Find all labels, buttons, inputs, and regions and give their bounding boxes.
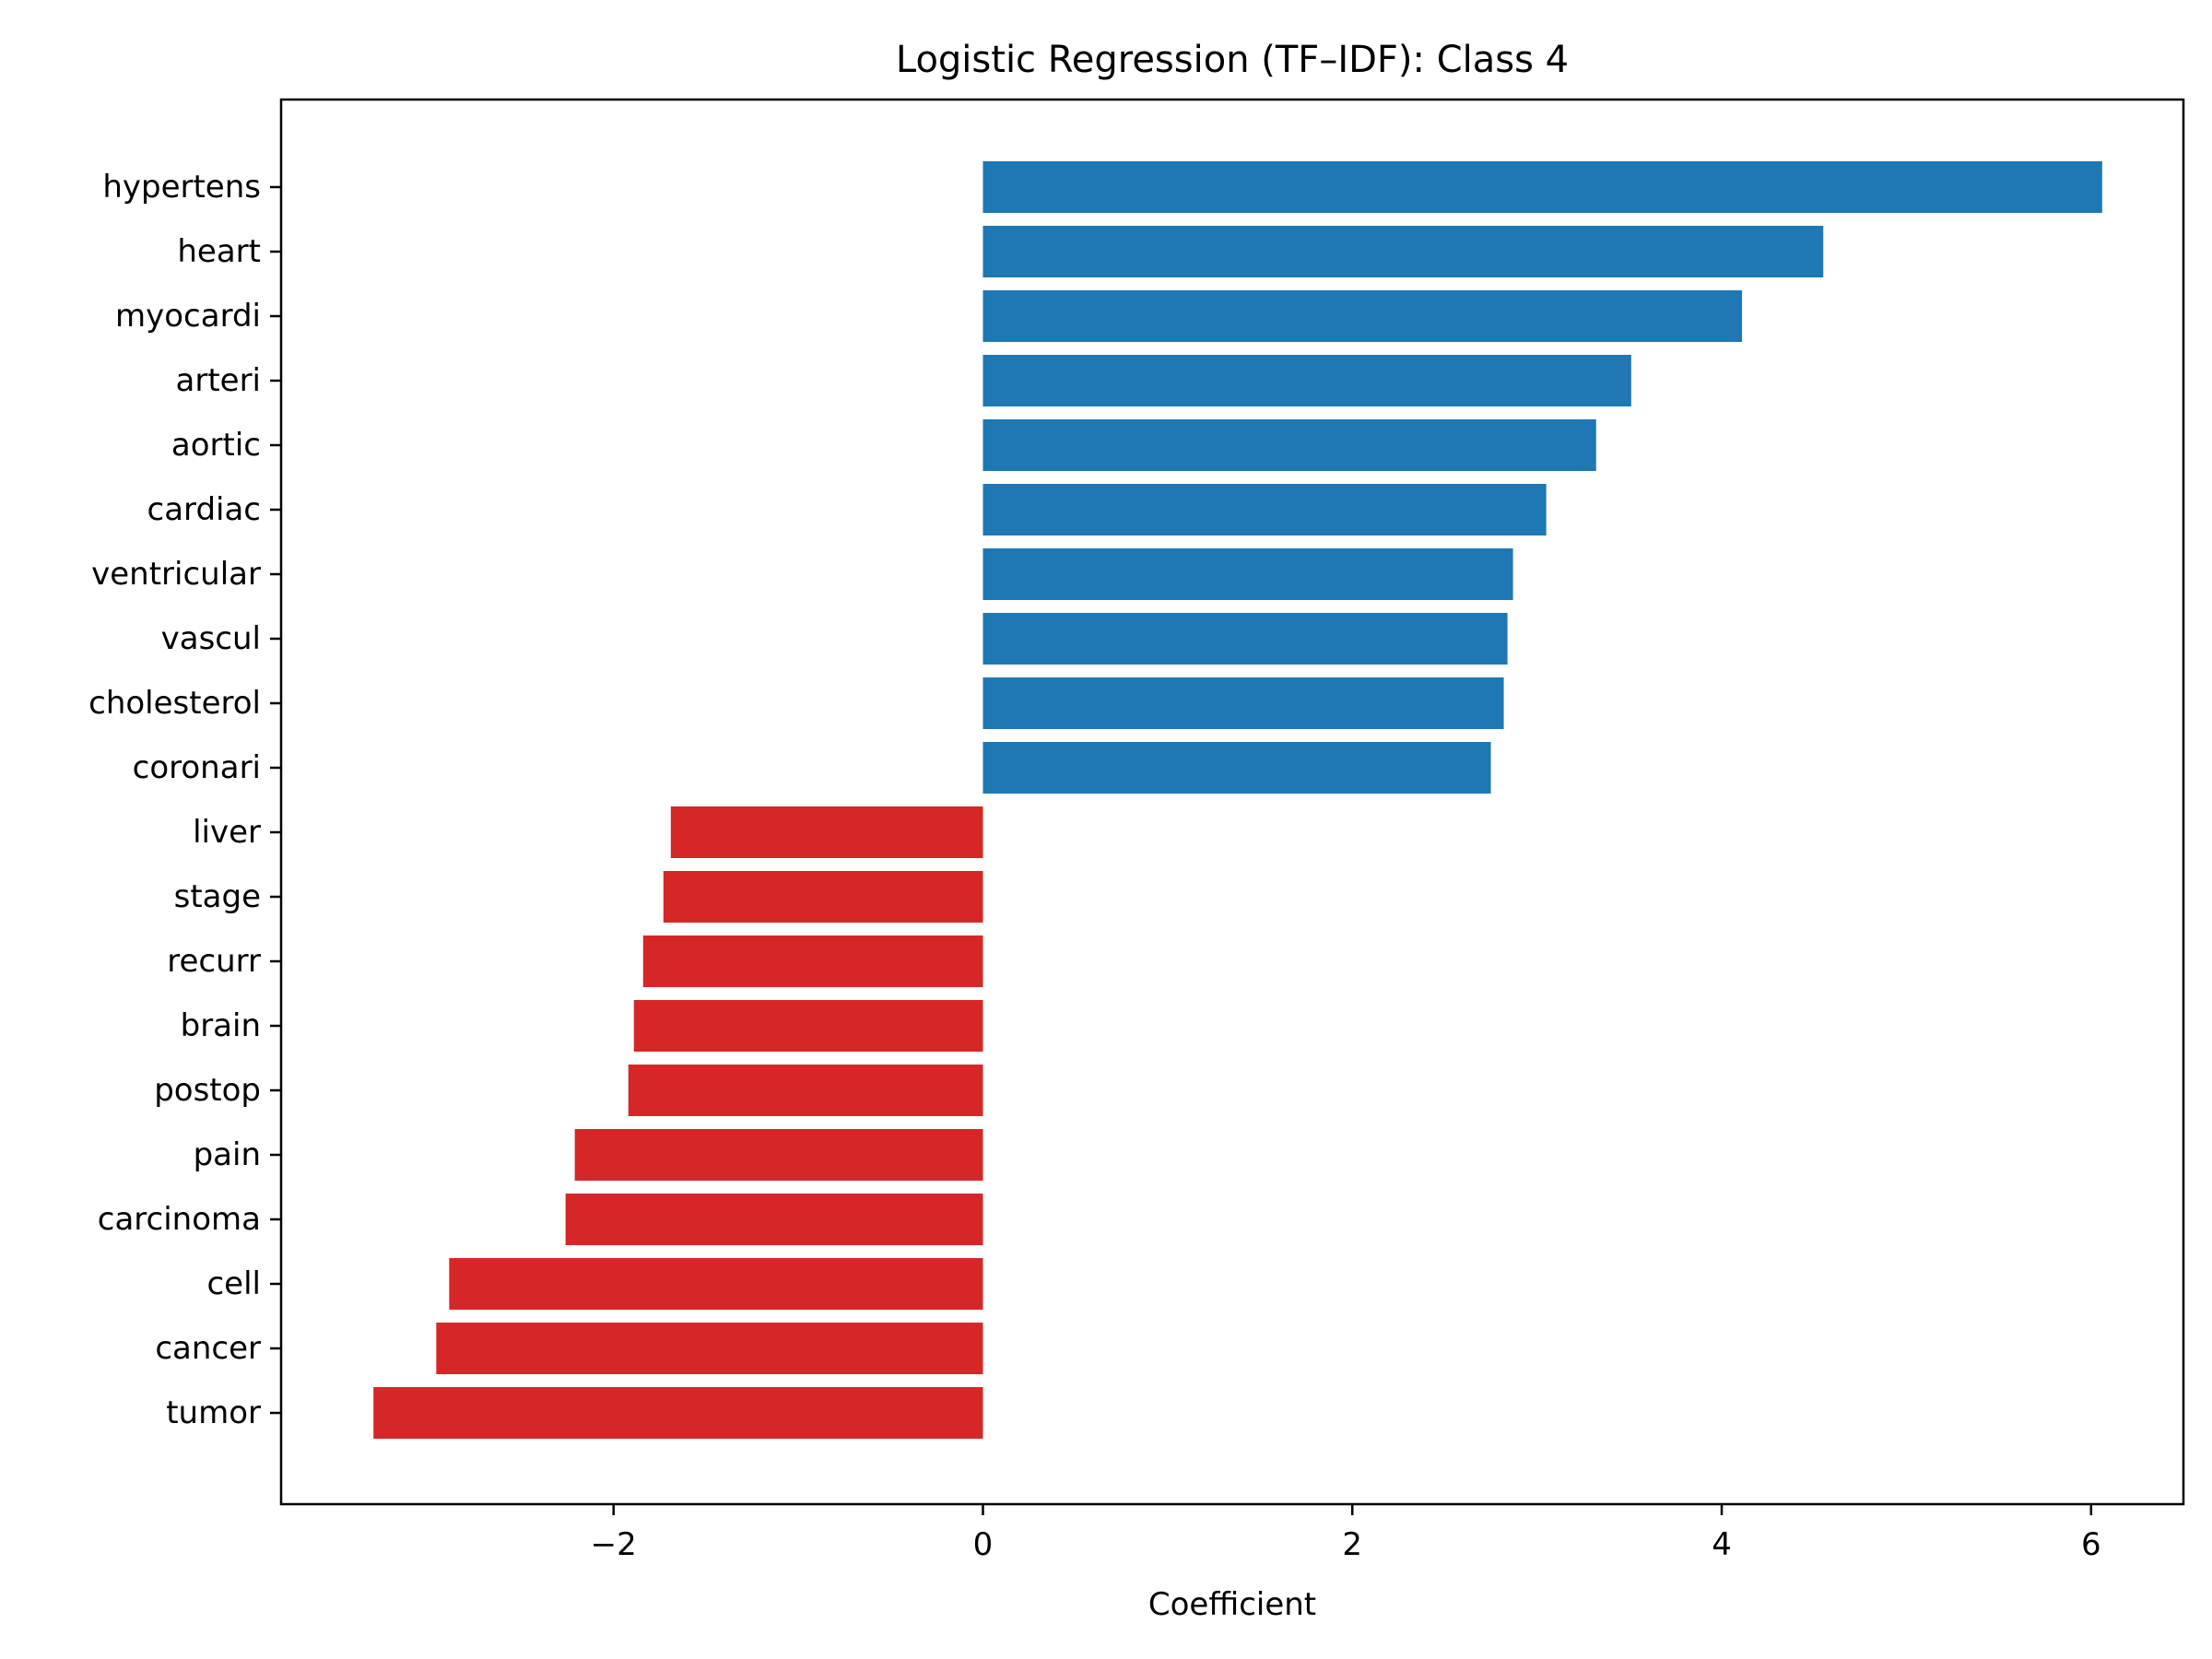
y-tick-label: tumor xyxy=(166,1394,261,1431)
bar-myocardi xyxy=(982,290,1743,342)
bar-arteri xyxy=(982,355,1631,406)
bar-heart xyxy=(982,226,1824,277)
x-axis-label: Coefficient xyxy=(1148,1586,1316,1623)
bar-cell xyxy=(449,1258,983,1310)
y-tick-label: pain xyxy=(194,1136,261,1173)
y-tick-label: hypertens xyxy=(102,169,261,206)
y-axis-ticks: hypertens heart myocardi arteri aortic cardia… xyxy=(88,169,281,1431)
bar-vascul xyxy=(982,613,1508,665)
y-tick-label: cholesterol xyxy=(88,685,261,722)
bar-coronari xyxy=(982,742,1491,794)
x-tick-label: 4 xyxy=(1712,1526,1732,1563)
bar-stage xyxy=(663,871,983,923)
bar-postop xyxy=(628,1065,983,1116)
y-tick-label: stage xyxy=(174,878,261,915)
y-tick-label: myocardi xyxy=(115,298,261,335)
y-tick-label: carcinoma xyxy=(98,1201,261,1238)
bar-ventricular xyxy=(982,548,1513,600)
y-tick-label: arteri xyxy=(176,362,262,399)
y-tick-label: liver xyxy=(193,814,261,851)
bar-carcinoma xyxy=(565,1194,983,1245)
bar-brain xyxy=(633,1000,983,1052)
bar-pain xyxy=(574,1129,983,1181)
y-tick-label: heart xyxy=(177,233,261,270)
chart-title: Logistic Regression (TF–IDF): Class 4 xyxy=(896,39,1569,81)
x-tick-label: −2 xyxy=(591,1526,637,1563)
bar-hypertens xyxy=(982,161,2102,213)
x-tick-label: 6 xyxy=(2081,1526,2101,1563)
bar-recurr xyxy=(642,935,983,987)
y-tick-label: cancer xyxy=(155,1330,261,1367)
bar-tumor xyxy=(373,1387,983,1439)
y-tick-label: aortic xyxy=(171,427,261,464)
bar-cholesterol xyxy=(982,677,1504,729)
bar-cancer xyxy=(436,1323,983,1374)
y-tick-label: coronari xyxy=(133,749,261,786)
y-tick-label: vascul xyxy=(161,620,261,657)
y-tick-label: ventricular xyxy=(91,556,261,593)
bar-cardiac xyxy=(982,484,1547,535)
bars-layer xyxy=(373,161,2102,1439)
y-tick-label: postop xyxy=(154,1072,261,1109)
y-tick-label: cell xyxy=(206,1265,261,1302)
plot-frame xyxy=(279,98,2185,1506)
x-tick-label: 0 xyxy=(973,1526,994,1563)
y-tick-label: cardiac xyxy=(147,491,261,528)
y-tick-label: brain xyxy=(181,1007,261,1044)
x-tick-label: 2 xyxy=(1342,1526,1362,1563)
bar-aortic xyxy=(982,419,1596,471)
x-axis-ticks: −2 0 2 4 6 xyxy=(591,1504,2101,1563)
bar-liver xyxy=(670,806,983,858)
y-tick-label: recurr xyxy=(167,943,261,980)
